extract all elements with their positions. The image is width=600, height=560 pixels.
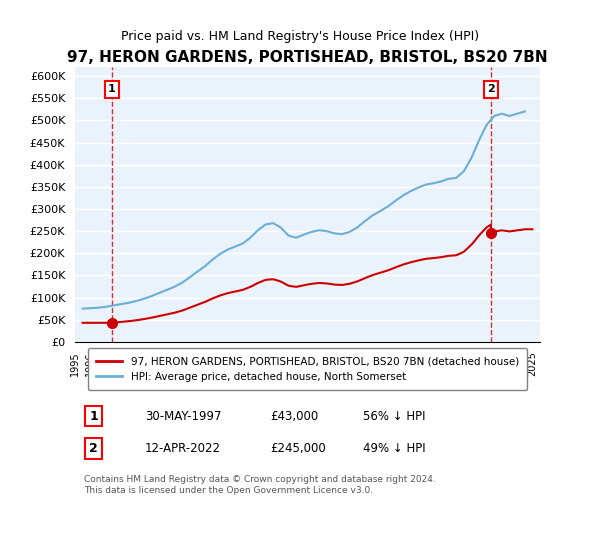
Text: 1: 1 xyxy=(108,85,116,94)
Text: 2: 2 xyxy=(487,85,495,94)
Text: 1: 1 xyxy=(89,409,98,422)
Text: 2: 2 xyxy=(89,442,98,455)
Text: £245,000: £245,000 xyxy=(270,442,326,455)
Text: Contains HM Land Registry data © Crown copyright and database right 2024.
This d: Contains HM Land Registry data © Crown c… xyxy=(84,475,436,494)
Text: Price paid vs. HM Land Registry's House Price Index (HPI): Price paid vs. HM Land Registry's House … xyxy=(121,30,479,43)
Text: 56% ↓ HPI: 56% ↓ HPI xyxy=(364,409,426,422)
Text: 30-MAY-1997: 30-MAY-1997 xyxy=(145,409,221,422)
Text: 12-APR-2022: 12-APR-2022 xyxy=(145,442,221,455)
Legend: 97, HERON GARDENS, PORTISHEAD, BRISTOL, BS20 7BN (detached house), HPI: Average : 97, HERON GARDENS, PORTISHEAD, BRISTOL, … xyxy=(88,348,527,390)
Title: 97, HERON GARDENS, PORTISHEAD, BRISTOL, BS20 7BN: 97, HERON GARDENS, PORTISHEAD, BRISTOL, … xyxy=(67,50,548,64)
Text: £43,000: £43,000 xyxy=(270,409,319,422)
Text: 49% ↓ HPI: 49% ↓ HPI xyxy=(364,442,426,455)
